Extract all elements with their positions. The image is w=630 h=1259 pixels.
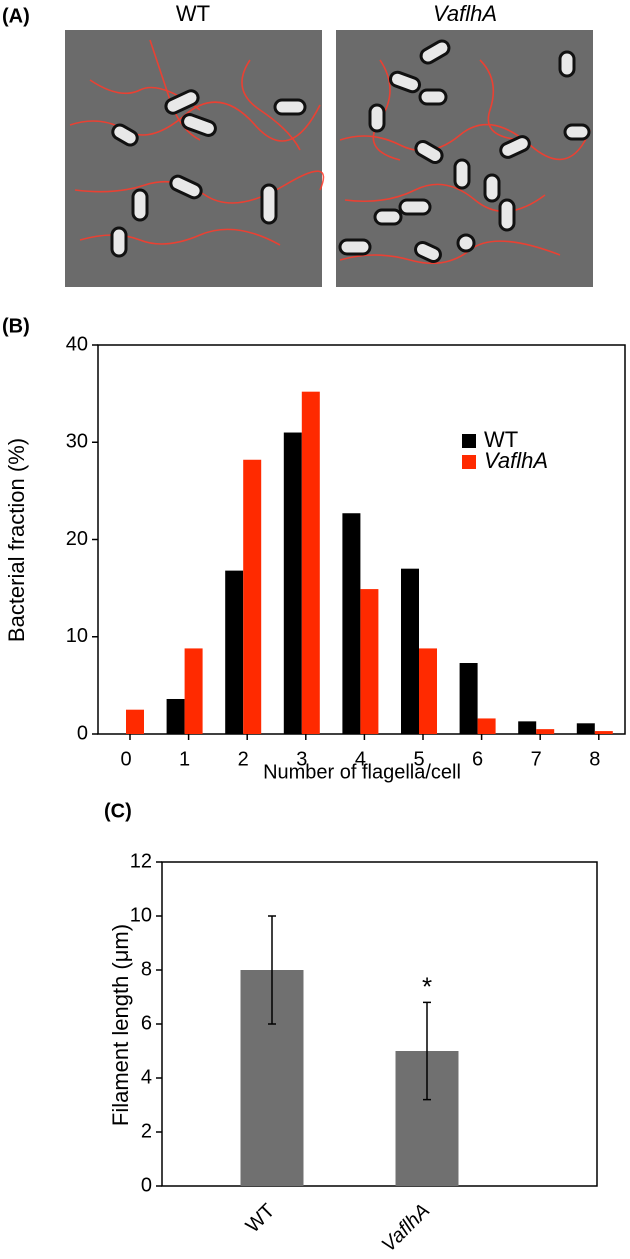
x-tick-label: 3 (296, 748, 307, 770)
bar (459, 663, 478, 734)
x-tick-label: 6 (472, 748, 483, 770)
image-title: VaflhA (433, 1, 497, 26)
y-tick-label: 12 (130, 850, 152, 872)
y-tick-label: 6 (141, 1012, 152, 1034)
image-title: WT (176, 1, 210, 26)
error-bar (423, 1001, 431, 1101)
y-tick-label: 10 (130, 904, 152, 926)
y-tick-label: 4 (141, 1066, 152, 1088)
bar (419, 648, 437, 734)
x-tick-label: 4 (355, 748, 366, 770)
bar (301, 391, 320, 734)
x-tick-label: 8 (589, 748, 600, 770)
x-tick-label: 5 (413, 748, 424, 770)
legend-label: WT (484, 427, 518, 452)
y-tick-label: 0 (77, 722, 88, 744)
y-tick-label: 20 (66, 528, 88, 550)
annotation: * (422, 971, 432, 1001)
y-tick-label: 0 (141, 1174, 152, 1196)
bar (166, 698, 185, 734)
y-axis-label: Filament length (μm) (108, 924, 133, 1126)
y-tick-label: 8 (141, 958, 152, 980)
y-tick-label: 10 (66, 625, 88, 647)
bar (536, 729, 555, 734)
bar (243, 459, 262, 734)
plot-frame (161, 861, 598, 1187)
x-tick-label: 7 (531, 748, 542, 770)
panel-label: (A) (2, 5, 30, 27)
y-tick-label: 40 (66, 333, 88, 355)
bar (225, 570, 244, 734)
legend-swatch (462, 455, 476, 469)
y-tick-label: 30 (66, 431, 88, 453)
x-tick-label: 0 (120, 748, 131, 770)
micrograph (336, 30, 593, 287)
bar (342, 513, 361, 734)
panel-label: (C) (104, 800, 132, 822)
bar (126, 709, 144, 734)
bar (594, 731, 613, 734)
x-tick-label: VaflhA (378, 1200, 435, 1257)
legend-swatch (462, 434, 476, 448)
bar (477, 718, 496, 734)
error-bar (268, 915, 276, 1025)
micrograph (65, 30, 325, 287)
y-axis-label: Bacterial fraction (%) (4, 438, 29, 642)
bar (283, 432, 302, 734)
panel-label: (B) (2, 315, 30, 337)
bar (401, 568, 419, 734)
x-tick-label: 1 (179, 748, 190, 770)
bar (184, 648, 203, 734)
legend-label: VaflhA (484, 448, 548, 473)
bar (360, 589, 379, 734)
x-tick-label: 2 (238, 748, 249, 770)
bar (576, 723, 595, 734)
x-tick-label: WT (242, 1200, 280, 1238)
x-axis-label: Number of flagella/cell (263, 761, 461, 783)
y-tick-label: 2 (141, 1120, 152, 1142)
bar (518, 721, 537, 734)
